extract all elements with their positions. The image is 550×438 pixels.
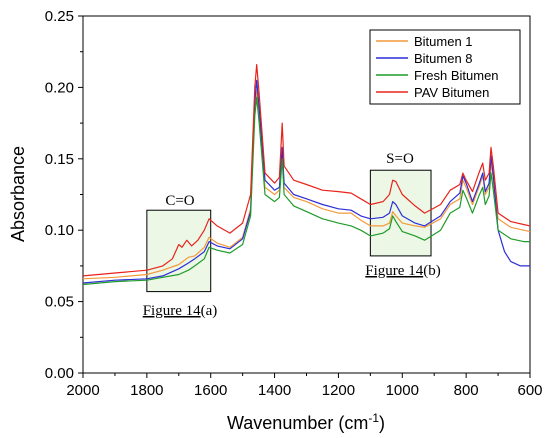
x-tick-label-6: 800 bbox=[454, 382, 479, 399]
y-tick-label-5: 0.25 bbox=[45, 8, 74, 25]
y-tick-label-4: 0.20 bbox=[45, 79, 74, 96]
annotation-labels: C=O Figure 14(a) S=O Figure 14(b) bbox=[143, 151, 441, 319]
y-axis-title: Absorbance bbox=[8, 146, 28, 242]
x-axis-title: Wavenumber (cm-1) bbox=[227, 411, 385, 433]
series-line-2 bbox=[82, 96, 530, 286]
x-tick-label-5: 1000 bbox=[386, 382, 419, 399]
annotation-caption-b: Figure 14(b) bbox=[365, 263, 440, 279]
x-ticks: 2000 1800 1600 1400 1200 1000 800 600 bbox=[66, 373, 543, 399]
figure-14b-link[interactable]: Figure 14 bbox=[365, 263, 423, 279]
series-line-3 bbox=[82, 63, 531, 277]
annotation-label-so: S=O bbox=[386, 151, 414, 167]
legend-label-0: Bitumen 1 bbox=[414, 34, 473, 49]
series-line-1 bbox=[82, 79, 530, 284]
y-tick-label-3: 0.15 bbox=[45, 151, 74, 168]
x-axis-title-end: ) bbox=[379, 413, 385, 433]
y-tick-label-1: 0.05 bbox=[45, 294, 74, 311]
series-lines bbox=[82, 63, 531, 286]
legend-label-3: PAV Bitumen bbox=[414, 85, 489, 100]
figure-14a-link[interactable]: Figure 14 bbox=[143, 303, 201, 319]
x-tick-label-1: 1800 bbox=[130, 382, 163, 399]
x-tick-label-4: 1200 bbox=[322, 382, 355, 399]
series-line-0 bbox=[82, 89, 531, 280]
annotation-label-co: C=O bbox=[165, 193, 194, 209]
figure-14b-suffix: (b) bbox=[423, 263, 441, 279]
x-axis-title-sup: -1 bbox=[368, 411, 379, 425]
y-ticks: 0.00 0.05 0.10 0.15 0.20 0.25 bbox=[45, 8, 83, 382]
figure-14a-suffix: (a) bbox=[201, 303, 218, 319]
plot-area: 2000 1800 1600 1400 1200 1000 800 600 0.000.050… bbox=[45, 8, 543, 399]
x-tick-label-2: 1600 bbox=[194, 382, 227, 399]
x-axis-title-main: Wavenumber (cm bbox=[227, 413, 368, 433]
x-tick-label-3: 1400 bbox=[258, 382, 291, 399]
y-tick-label-2: 0.10 bbox=[45, 222, 74, 239]
legend: Bitumen 1 Bitumen 8 Fresh Bitumen PAV Bitum… bbox=[369, 29, 521, 105]
x-tick-label-7: 600 bbox=[517, 382, 542, 399]
legend-label-2: Fresh Bitumen bbox=[414, 68, 499, 83]
annotation-caption-a: Figure 14(a) bbox=[143, 303, 218, 319]
x-tick-label-0: 2000 bbox=[66, 382, 99, 399]
legend-label-1: Bitumen 8 bbox=[414, 51, 473, 66]
y-tick-label-0: 0.00 bbox=[45, 365, 74, 382]
